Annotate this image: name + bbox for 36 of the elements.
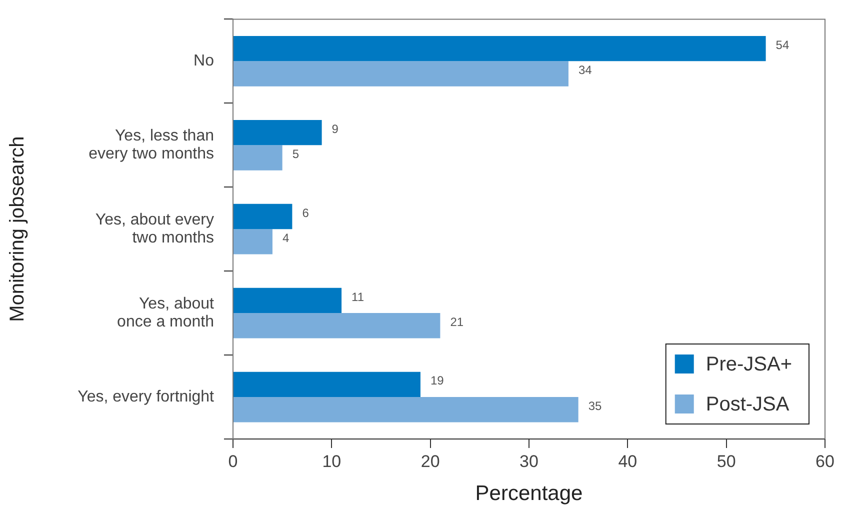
x-tick-label: 40 [618, 452, 638, 471]
data-label: 21 [450, 314, 464, 329]
y-axis-title: Monitoring jobsearch [6, 136, 29, 322]
bar [234, 397, 578, 422]
x-tick-label: 50 [716, 452, 736, 471]
x-tick-label: 20 [420, 452, 440, 471]
x-axis-title: Percentage [475, 482, 583, 506]
legend-label: Pre-JSA+ [706, 354, 792, 376]
data-label: 6 [302, 206, 310, 220]
data-label: 11 [352, 290, 364, 304]
data-label: 34 [578, 63, 592, 78]
bar [234, 61, 568, 86]
data-label: 9 [332, 122, 339, 136]
bar [234, 372, 420, 398]
y-tick-label: Yes, about every two months [95, 211, 214, 247]
data-label: 5 [292, 147, 300, 162]
y-tick-label: Yes, about once a month [117, 295, 215, 331]
x-tick-label: 10 [322, 452, 342, 471]
bar [234, 204, 292, 230]
bar [234, 313, 440, 338]
x-tick-label: 0 [228, 452, 238, 471]
data-label: 54 [776, 38, 790, 52]
bar [234, 145, 282, 170]
bar [234, 120, 322, 146]
bar [234, 229, 272, 254]
bar [234, 288, 342, 314]
y-tick-label: Yes, less than every two months [88, 127, 214, 163]
x-tick-label: 30 [520, 452, 538, 471]
legend-label: Post-JSA [706, 394, 790, 416]
data-label: 4 [282, 231, 290, 246]
y-tick-label: Yes, every fortnight [78, 388, 215, 406]
data-label: 19 [430, 374, 444, 388]
bar [234, 36, 766, 62]
x-tick-label: 60 [816, 452, 834, 471]
data-label: 35 [588, 398, 602, 413]
y-tick-label: No [194, 52, 214, 70]
